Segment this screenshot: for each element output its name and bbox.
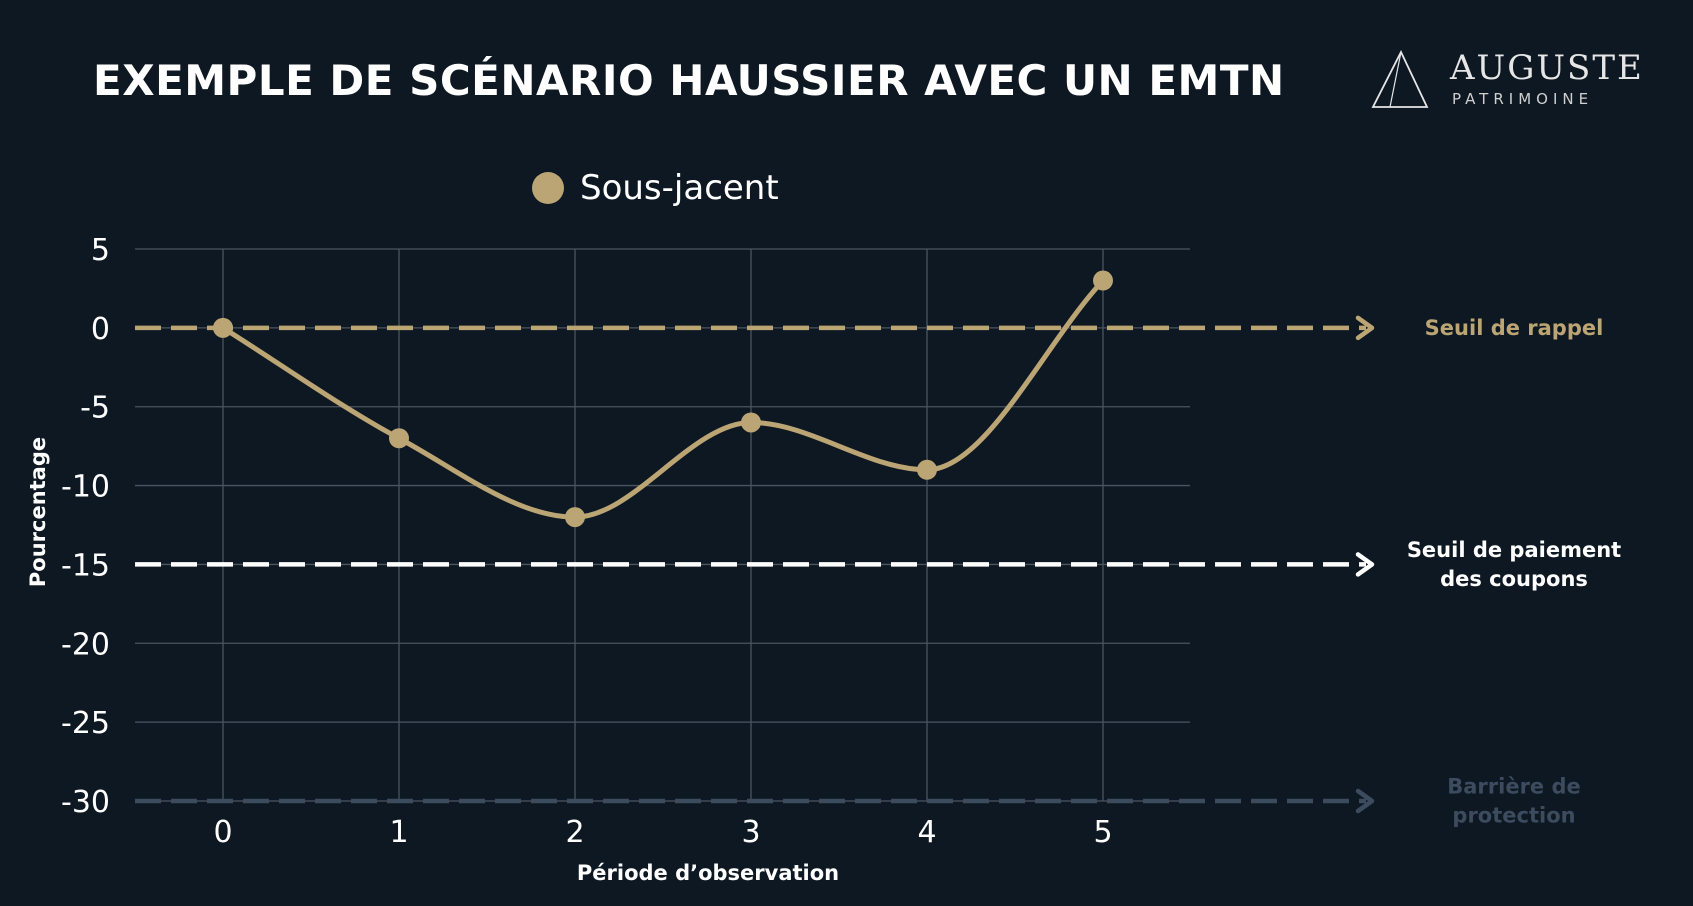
data-point-sous-jacent (213, 317, 233, 338)
data-point-sous-jacent (389, 428, 409, 449)
data-point-sous-jacent (1093, 270, 1113, 291)
y-tick-label: -5 (80, 391, 110, 426)
legend: Sous-jacent (532, 168, 779, 208)
logo-wordmark: AUGUSTE (1449, 48, 1644, 88)
logo-subtitle: PATRIMOINE (1452, 90, 1593, 108)
y-tick-label: -15 (61, 548, 110, 583)
threshold-label-seuil-de-paiement-des-coupons: Seuil de paiement des coupons (1407, 538, 1621, 591)
arrow-right-icon (1355, 552, 1375, 577)
y-tick-label: -25 (61, 706, 110, 741)
data-point-sous-jacent (741, 412, 761, 433)
arrow-right-icon (1355, 315, 1375, 341)
threshold-label-line: protection (1452, 804, 1575, 828)
threshold-label-line: des coupons (1440, 567, 1588, 591)
series-line-sous-jacent (221, 278, 1105, 520)
y-tick-label: -10 (61, 470, 110, 505)
threshold-lines (135, 315, 1375, 814)
data-point-sous-jacent (565, 507, 585, 528)
y-tick-label: -30 (61, 785, 110, 820)
threshold-label-line: Barrière de (1447, 775, 1581, 799)
series-layer (213, 270, 1113, 528)
threshold-label-line: Seuil de paiement (1407, 538, 1621, 562)
x-tick-label: 1 (389, 815, 408, 850)
threshold-label-seuil-de-rappel: Seuil de rappel (1425, 316, 1604, 340)
triangle-logo-icon (1371, 49, 1429, 108)
y-tick-label: 5 (91, 233, 110, 268)
threshold-labels: Seuil de rappel Seuil de paiement des coup… (1407, 316, 1621, 828)
threshold-label-barriere-de-protection: Barrière de protection (1447, 775, 1581, 828)
arrow-right-icon (1355, 788, 1375, 814)
x-tick-label: 0 (213, 815, 232, 850)
legend-marker-sous-jacent (532, 172, 564, 204)
threshold-label-line: Seuil de rappel (1425, 316, 1604, 340)
y-tick-label: -20 (61, 627, 110, 662)
data-point-sous-jacent (917, 459, 937, 480)
tick-labels: 5 0 -5 -10 -15 -20 -25 -30 0 1 2 3 4 5 (61, 233, 1113, 850)
x-axis-label: Période d’observation (577, 861, 839, 885)
y-axis-label: Pourcentage (26, 437, 50, 587)
y-tick-label: 0 (91, 312, 110, 347)
x-tick-label: 5 (1093, 815, 1112, 850)
legend-label-sous-jacent: Sous-jacent (580, 168, 779, 208)
chart-title: EXEMPLE DE SCÉNARIO HAUSSIER AVEC UN EMT… (93, 55, 1285, 105)
x-tick-label: 2 (565, 815, 584, 850)
x-tick-label: 4 (917, 815, 936, 850)
x-tick-label: 3 (741, 815, 760, 850)
brand-logo: AUGUSTE PATRIMOINE (1371, 48, 1644, 108)
